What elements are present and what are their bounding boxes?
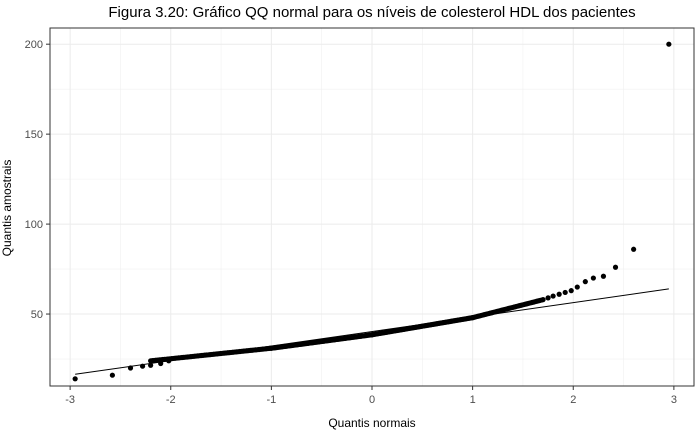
points-layer xyxy=(72,41,672,382)
data-point xyxy=(590,275,596,281)
y-tick-label: 200 xyxy=(25,39,43,51)
data-point xyxy=(127,365,134,371)
data-point xyxy=(556,291,562,297)
data-point xyxy=(139,363,146,369)
chart-title: Figura 3.20: Gráfico QQ normal para os n… xyxy=(108,4,636,21)
data-point xyxy=(550,293,556,299)
data-point xyxy=(582,279,588,285)
data-point xyxy=(166,358,172,364)
x-axis-label: Quantis normais xyxy=(328,416,416,430)
data-point xyxy=(562,289,568,296)
data-point xyxy=(666,41,672,47)
axis-layer: -3 -2 -1 0 1 2 3 50 100 150 200 xyxy=(25,39,677,406)
x-tick-label: -1 xyxy=(266,394,276,406)
data-point xyxy=(574,284,580,290)
data-point xyxy=(568,288,574,294)
y-tick-label: 100 xyxy=(25,219,43,231)
data-point xyxy=(612,264,619,270)
data-point xyxy=(158,360,164,367)
data-point xyxy=(148,362,154,368)
data-point xyxy=(631,246,637,252)
x-tick-label: -2 xyxy=(166,394,176,406)
data-point xyxy=(540,297,546,303)
x-tick-label: 2 xyxy=(570,394,576,406)
y-tick-label: 50 xyxy=(31,309,43,321)
x-tick-label: 0 xyxy=(369,394,375,406)
data-point xyxy=(600,273,607,279)
x-tick-label: 3 xyxy=(671,394,677,406)
x-tick-label: -3 xyxy=(65,394,75,406)
data-point xyxy=(545,295,551,301)
x-tick-label: 1 xyxy=(470,394,476,406)
y-tick-label: 150 xyxy=(25,129,43,141)
data-point xyxy=(109,372,115,378)
data-point xyxy=(72,376,78,382)
